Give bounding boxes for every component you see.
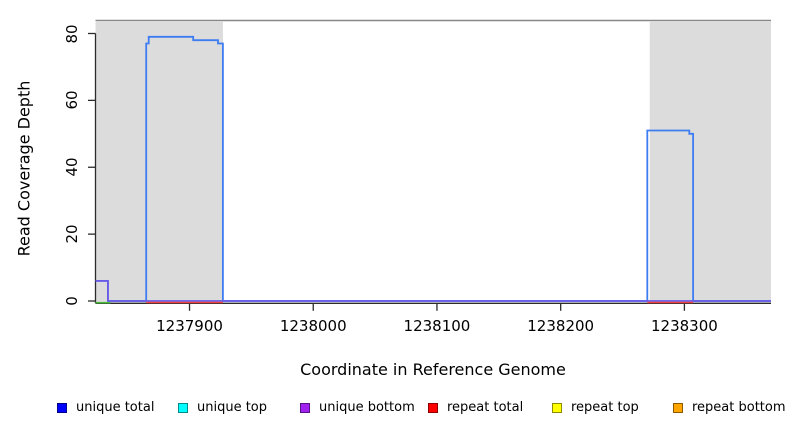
legend-label: unique top (197, 400, 268, 415)
legend-item-repeat-total: repeat total (428, 398, 523, 418)
x-tick-label: 1237900 (156, 317, 223, 335)
x-tick-label: 1238100 (403, 317, 471, 335)
shaded-region (95, 21, 223, 303)
legend-label: repeat top (571, 400, 639, 415)
unique-top-swatch-icon (178, 403, 188, 413)
legend-label: unique bottom (319, 400, 415, 415)
legend-label: repeat bottom (692, 400, 786, 415)
y-tick-label: 0 (63, 296, 81, 306)
legend-label: repeat total (447, 400, 524, 415)
y-tick-label: 20 (63, 224, 81, 244)
repeat-bottom-swatch-icon (673, 403, 683, 413)
y-tick-label: 80 (63, 23, 81, 44)
x-tick-label: 1238200 (527, 317, 595, 335)
unique-total-swatch-icon (57, 403, 67, 413)
x-tick-label: 1238300 (650, 317, 718, 335)
y-tick-label: 60 (63, 90, 81, 110)
legend-item-repeat-top: repeat top (552, 398, 639, 418)
legend-item-unique-top: unique top (178, 398, 267, 418)
y-tick-label: 40 (63, 157, 81, 177)
unique-total-line (95, 35, 771, 302)
x-tick-label: 1238000 (279, 317, 347, 335)
legend-item-unique-total: unique total (57, 398, 154, 418)
shaded-region (649, 21, 771, 303)
legend-item-repeat-bottom: repeat bottom (673, 398, 786, 418)
legend: unique total unique top unique bottom re… (0, 398, 792, 422)
repeat-top-swatch-icon (552, 403, 562, 413)
legend-label: unique total (76, 400, 155, 415)
unique-bottom-line (95, 279, 771, 302)
unique-bottom-swatch-icon (300, 403, 310, 413)
x-axis-title: Coordinate in Reference Genome (300, 360, 566, 379)
legend-item-unique-bottom: unique bottom (300, 398, 415, 418)
y-axis-title: Read Coverage Depth (14, 80, 34, 257)
repeat-total-swatch-icon (428, 403, 438, 413)
